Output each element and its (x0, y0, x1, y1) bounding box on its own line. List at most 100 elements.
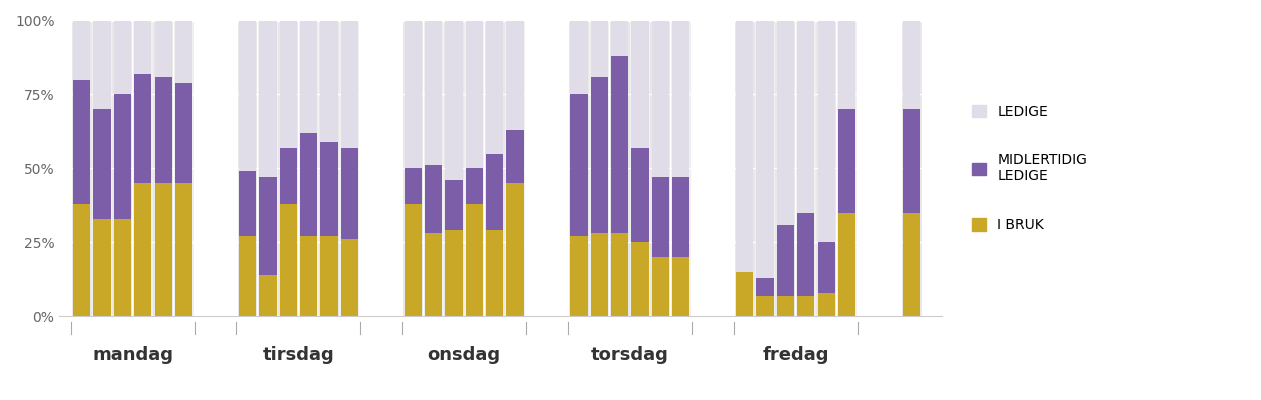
Bar (260, 20, 276, 177)
Bar (340, 20, 358, 148)
Bar (155, 77, 171, 183)
Bar (797, 20, 815, 213)
Bar (320, 236, 338, 316)
Bar (132, 20, 153, 316)
Text: fredag: fredag (763, 346, 828, 364)
Bar (405, 168, 422, 204)
Bar (425, 165, 443, 234)
Bar (73, 80, 91, 204)
Bar (797, 213, 815, 296)
Bar (777, 296, 794, 316)
Bar (507, 20, 523, 130)
Bar (238, 171, 256, 236)
Bar (155, 20, 171, 77)
Text: torsdag: torsdag (591, 346, 668, 364)
Bar (72, 20, 92, 316)
Bar (652, 20, 670, 177)
Bar (237, 20, 257, 316)
Bar (113, 219, 131, 316)
Bar (340, 239, 358, 316)
Bar (445, 180, 463, 230)
Bar (92, 20, 112, 316)
Bar (319, 20, 339, 316)
Bar (630, 20, 651, 316)
Bar (837, 109, 855, 213)
Bar (632, 20, 648, 148)
Bar (672, 20, 690, 177)
Bar (735, 20, 755, 316)
Bar (485, 20, 503, 154)
Bar (405, 204, 422, 316)
Bar (425, 20, 443, 165)
Bar (757, 278, 774, 296)
Bar (134, 74, 151, 183)
Bar (632, 242, 648, 316)
Bar (755, 20, 776, 316)
Bar (113, 20, 131, 94)
Bar (299, 20, 319, 316)
Bar (612, 20, 628, 56)
Bar (836, 20, 856, 316)
Bar (589, 20, 609, 316)
Bar (444, 20, 464, 316)
Bar (817, 242, 835, 292)
Bar (777, 224, 794, 296)
Bar (590, 234, 608, 316)
Bar (134, 20, 151, 74)
Bar (837, 20, 855, 109)
Bar (112, 20, 132, 316)
Bar (903, 20, 921, 109)
Bar (465, 168, 483, 204)
Bar (776, 20, 796, 316)
Bar (590, 20, 608, 77)
Bar (837, 213, 855, 316)
Bar (903, 213, 921, 316)
Bar (757, 20, 774, 278)
Bar (260, 177, 276, 275)
Bar (134, 183, 151, 316)
Bar (93, 109, 111, 219)
Bar (300, 236, 318, 316)
Bar (817, 292, 835, 316)
Bar (464, 20, 484, 316)
Text: mandag: mandag (92, 346, 173, 364)
Bar (816, 20, 836, 316)
Bar (175, 82, 192, 183)
Bar (672, 177, 690, 257)
Bar (652, 177, 670, 257)
Bar (485, 154, 503, 230)
Bar (506, 20, 525, 316)
Bar (797, 296, 815, 316)
Legend: LEDIGE, MIDLERTIDIG
LEDIGE, I BRUK: LEDIGE, MIDLERTIDIG LEDIGE, I BRUK (967, 99, 1093, 238)
Bar (405, 20, 422, 168)
Bar (736, 272, 753, 316)
Bar (300, 20, 318, 133)
Bar (485, 230, 503, 316)
Bar (260, 275, 276, 316)
Bar (736, 9, 753, 272)
Bar (73, 204, 91, 316)
Bar (817, 20, 835, 242)
Bar (777, 20, 794, 224)
Bar (632, 148, 648, 242)
Bar (651, 20, 671, 316)
Bar (73, 20, 91, 80)
Text: tirsdag: tirsdag (262, 346, 334, 364)
Bar (155, 183, 171, 316)
Bar (570, 236, 588, 316)
Bar (153, 20, 173, 316)
Bar (93, 219, 111, 316)
Bar (507, 183, 523, 316)
Bar (570, 94, 588, 236)
Bar (238, 20, 256, 171)
Bar (507, 130, 523, 183)
Text: onsdag: onsdag (427, 346, 501, 364)
Bar (300, 133, 318, 236)
Bar (175, 20, 192, 82)
Bar (465, 20, 483, 168)
Bar (340, 148, 358, 239)
Bar (903, 109, 921, 213)
Bar (612, 56, 628, 234)
Bar (672, 257, 690, 316)
Bar (465, 204, 483, 316)
